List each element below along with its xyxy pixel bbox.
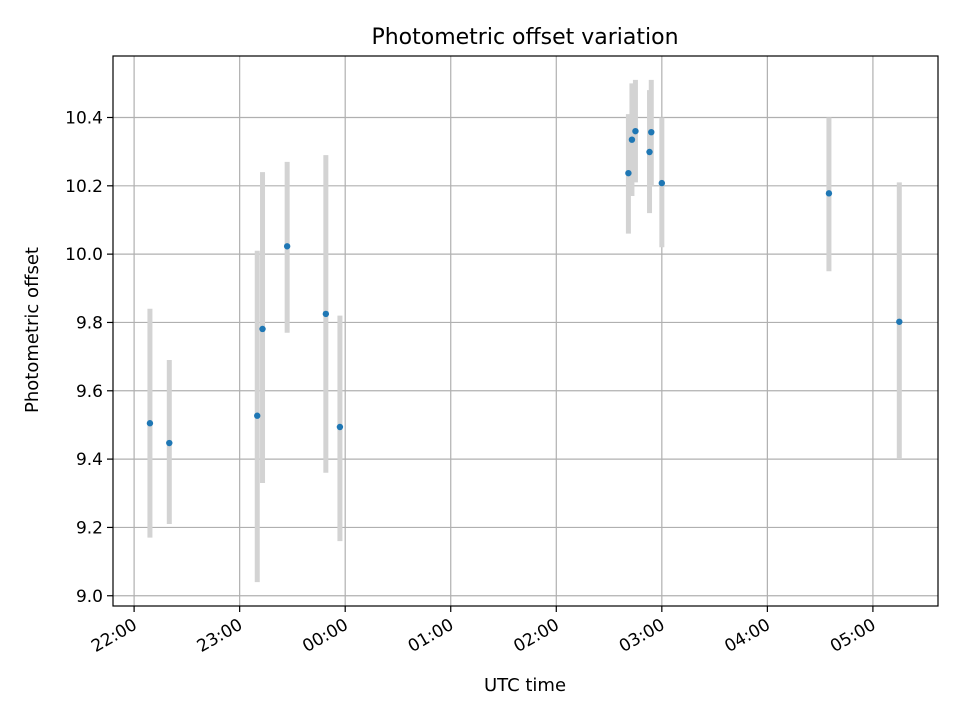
y-tick-label: 10.4	[65, 108, 103, 128]
y-tick-label: 9.2	[76, 518, 103, 538]
y-tick-label: 10.2	[65, 177, 103, 197]
y-tick-label: 9.0	[76, 587, 103, 607]
data-point	[896, 318, 903, 325]
y-axis-ticks: 9.0 9.2 9.4 9.6 9.8 10.0 10.2 10.4	[65, 108, 113, 607]
y-tick-label: 9.4	[76, 450, 103, 470]
data-point	[632, 127, 639, 135]
data-point	[625, 169, 632, 177]
plot-frame	[112, 55, 939, 607]
y-tick-label: 9.8	[76, 313, 103, 333]
data-point	[322, 310, 330, 318]
y-axis-label: Photometric offset	[22, 247, 43, 413]
data-point	[166, 439, 173, 447]
y-tick-label: 9.6	[76, 382, 103, 402]
data-point	[648, 128, 655, 136]
data-points	[146, 127, 903, 447]
data-point	[259, 325, 266, 333]
data-point	[254, 412, 261, 419]
data-point	[336, 423, 344, 431]
data-point	[283, 243, 291, 250]
data-point	[146, 420, 154, 427]
chart-title: Photometric offset variation	[371, 25, 678, 50]
data-point	[658, 179, 666, 187]
data-point	[628, 136, 636, 143]
data-point	[646, 148, 653, 156]
x-axis-label: UTC time	[484, 675, 566, 696]
y-tick-label: 10.0	[65, 245, 103, 265]
data-point	[825, 190, 833, 197]
